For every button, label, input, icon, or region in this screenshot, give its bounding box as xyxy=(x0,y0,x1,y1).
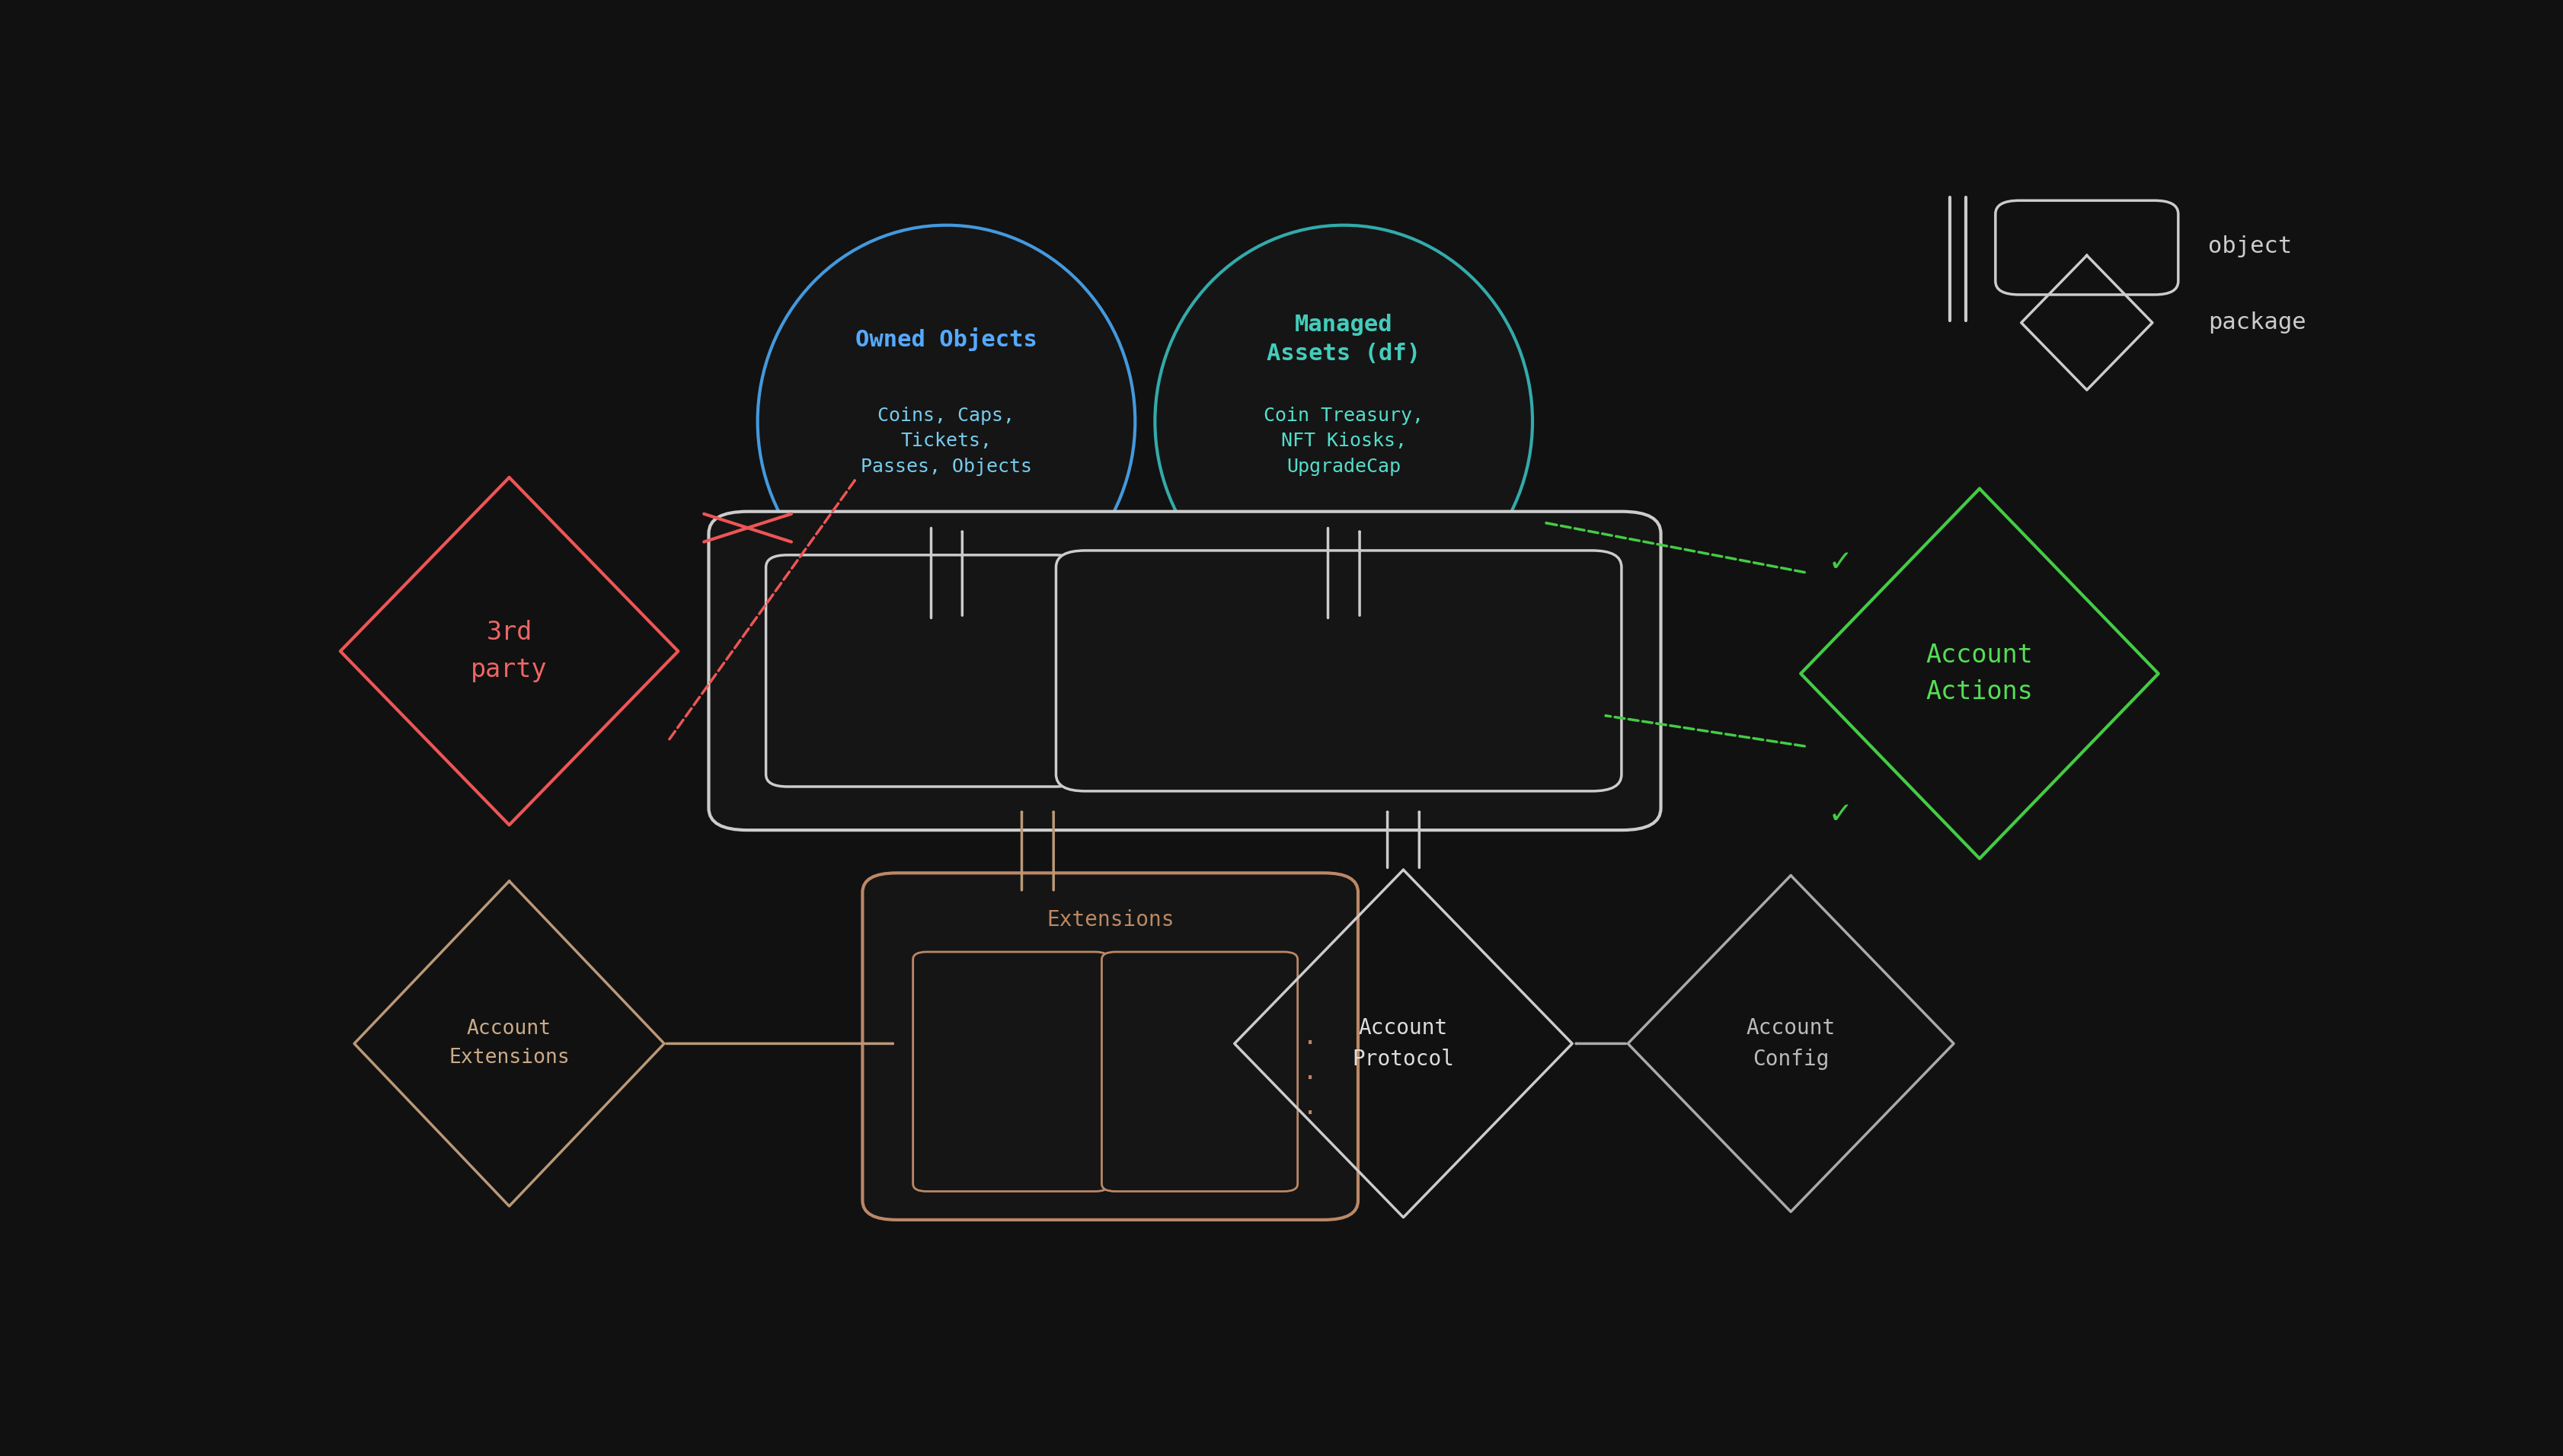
Text: ✓: ✓ xyxy=(1830,545,1850,578)
Ellipse shape xyxy=(759,226,1135,617)
Text: .
.
.: . . . xyxy=(1302,1024,1317,1120)
Text: Deps

versions: Deps versions xyxy=(871,604,971,702)
FancyBboxPatch shape xyxy=(707,511,1661,830)
Text: 3rd
party: 3rd party xyxy=(472,620,548,683)
FancyBboxPatch shape xyxy=(1102,952,1297,1191)
Text: Multisig

members, weights, roles: Multisig members, weights, roles xyxy=(1192,604,1484,702)
Text: object: object xyxy=(2207,236,2291,258)
Text: Account: Account xyxy=(1130,553,1238,579)
Text: Account
Actions: Account Actions xyxy=(1925,642,2032,705)
Text: ✓: ✓ xyxy=(1830,798,1850,830)
Text: Managed
Assets (df): Managed Assets (df) xyxy=(1266,313,1420,364)
Text: Coin Treasury,
NFT Kiosks,
UpgradeCap: Coin Treasury, NFT Kiosks, UpgradeCap xyxy=(1264,406,1422,476)
Text: package: package xyxy=(2207,312,2304,333)
FancyBboxPatch shape xyxy=(861,874,1358,1220)
Text: Coins, Caps,
Tickets,
Passes, Objects: Coins, Caps, Tickets, Passes, Objects xyxy=(861,406,1033,476)
Text: Extensions: Extensions xyxy=(1046,909,1174,930)
Text: Acc.
Conf.

ID
V: Acc. Conf. ID V xyxy=(1174,993,1225,1098)
Text: Account
Extensions: Account Extensions xyxy=(449,1019,569,1067)
FancyBboxPatch shape xyxy=(1056,550,1620,791)
Text: Owned Objects: Owned Objects xyxy=(856,328,1038,351)
Text: Account
Protocol: Account Protocol xyxy=(1351,1018,1453,1070)
Text: Account
Config: Account Config xyxy=(1745,1018,1835,1070)
FancyBboxPatch shape xyxy=(912,952,1110,1191)
Ellipse shape xyxy=(1153,226,1533,617)
FancyBboxPatch shape xyxy=(766,555,1076,786)
Text: Acc.
Prot.

ID
V: Acc. Prot. ID V xyxy=(984,993,1035,1098)
